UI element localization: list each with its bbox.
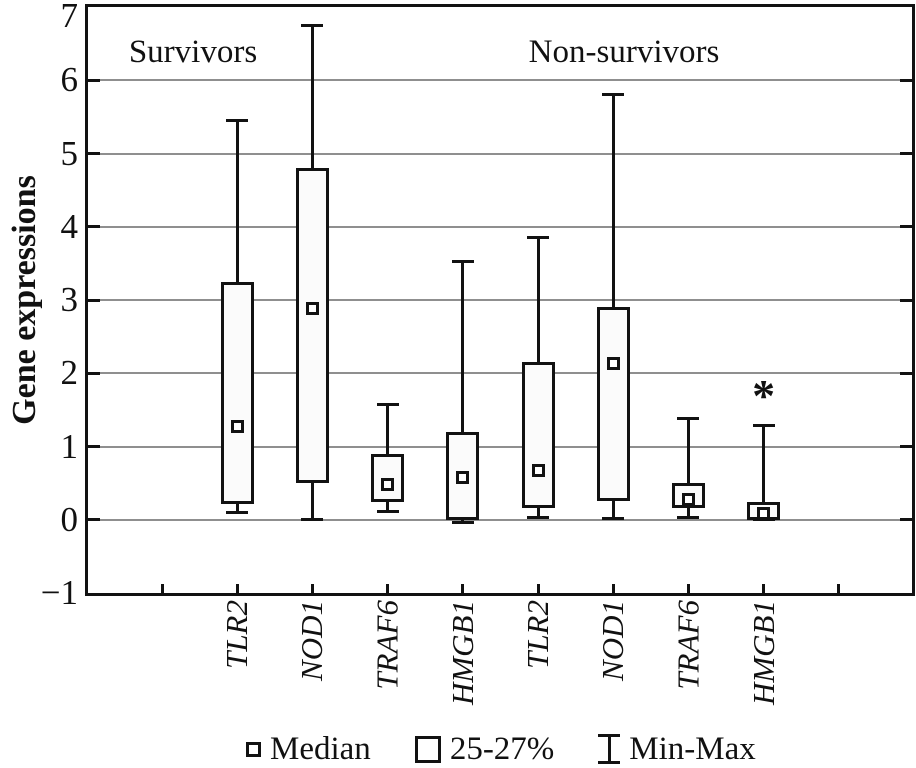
gridline (88, 518, 912, 521)
iqr-box-tlr2-non-survivors (521, 362, 555, 509)
legend-label-box: 25-27% (449, 731, 555, 767)
y-tick-label: 5 (60, 133, 79, 173)
median-marker-traf6-survivors (381, 478, 395, 492)
iqr-box-icon (414, 735, 441, 763)
whisker-cap-max-traf6-survivors (376, 402, 399, 406)
whisker-cap-min-traf6-non-survivors (677, 516, 700, 520)
whisker-cap-max-hmgb1-non-survivors (752, 423, 775, 427)
median-marker-hmgb1-survivors (456, 470, 470, 484)
gridline (88, 372, 912, 375)
y-tick-right (900, 518, 912, 522)
x-label-tlr2-non-survivors: TLR2 (520, 600, 555, 669)
x-label-nod1-non-survivors: NOD1 (595, 600, 631, 681)
legend-label-minmax: Min-Max (629, 731, 756, 767)
x-tick (461, 584, 465, 593)
y-tick-label: −1 (40, 573, 78, 612)
whisker-cap-max-traf6-non-survivors (677, 417, 700, 421)
legend-item-median: Median (246, 730, 371, 768)
whisker-cap-min-nod1-non-survivors (602, 516, 625, 520)
whisker-icon (598, 734, 621, 764)
whisker-cap-min-hmgb1-survivors (451, 521, 474, 525)
x-label-traf6-non-survivors: TRAF6 (670, 600, 706, 690)
x-label-hmgb1-survivors: HMGB1 (444, 600, 480, 706)
median-marker-nod1-non-survivors (606, 357, 620, 371)
y-tick-label: 0 (60, 499, 79, 539)
y-tick-left (88, 225, 100, 229)
whisker-line-hmgb1-survivors (461, 261, 465, 523)
median-marker-icon (246, 741, 261, 757)
y-tick-right (900, 225, 912, 229)
whisker-cap-min-tlr2-survivors (226, 510, 249, 514)
y-tick-left (88, 371, 100, 375)
x-tick (762, 584, 766, 593)
median-marker-tlr2-survivors (230, 420, 244, 434)
x-tick (611, 584, 615, 593)
x-tick (386, 584, 390, 593)
x-tick (235, 584, 239, 593)
whisker-cap-max-hmgb1-survivors (451, 260, 474, 264)
legend: Median 25-27% Min-Max (246, 730, 756, 768)
x-tick (160, 584, 164, 593)
median-marker-hmgb1-non-survivors (757, 506, 771, 520)
x-tick (536, 584, 540, 593)
whisker-cap-min-nod1-survivors (301, 518, 324, 522)
y-tick-right (900, 445, 912, 448)
y-tick-label: 4 (60, 206, 79, 246)
y-tick-right (900, 371, 912, 375)
whisker-line-traf6-non-survivors (686, 418, 690, 518)
y-tick-left (88, 78, 100, 82)
median-marker-traf6-non-survivors (681, 492, 695, 506)
x-label-nod1-survivors: NOD1 (294, 600, 330, 681)
whisker-cap-max-tlr2-survivors (226, 119, 249, 123)
x-tick (837, 584, 841, 593)
whisker-line-hmgb1-non-survivors (762, 425, 766, 520)
y-tick-left (88, 518, 100, 522)
x-label-traf6-survivors: TRAF6 (369, 600, 405, 690)
y-tick-label: 2 (60, 353, 79, 393)
legend-label-median: Median (270, 731, 371, 767)
iqr-box-nod1-survivors (295, 168, 329, 484)
gridline (88, 299, 912, 301)
significance-asterisk-hmgb1-non-survivors: * (752, 370, 776, 422)
gridline (88, 152, 912, 155)
iqr-box-traf6-survivors (371, 453, 405, 503)
y-tick-left (88, 445, 100, 448)
y-tick-label: 3 (60, 280, 79, 319)
whisker-cap-min-hmgb1-non-survivors (752, 518, 775, 522)
y-tick-left (88, 298, 100, 302)
y-tick-left (88, 152, 100, 155)
y-tick-right (900, 78, 912, 82)
median-marker-tlr2-non-survivors (531, 464, 545, 478)
group-label-non-survivors: Non-survivors (528, 34, 720, 70)
legend-item-minmax: Min-Max (598, 730, 756, 768)
plot-area: Survivors Non-survivors * (85, 4, 915, 596)
iqr-box-tlr2-survivors (220, 281, 254, 504)
median-marker-nod1-survivors (305, 302, 319, 316)
whisker-line-nod1-non-survivors (611, 94, 615, 519)
y-tick-right (900, 152, 912, 155)
x-tick (310, 584, 314, 593)
whisker-cap-min-traf6-survivors (376, 510, 399, 514)
y-tick-right (900, 298, 912, 302)
y-tick-label: 7 (60, 0, 79, 35)
whisker-cap-max-nod1-non-survivors (602, 93, 625, 97)
y-tick-label: 1 (60, 426, 79, 466)
x-tick (686, 584, 690, 593)
whisker-cap-max-nod1-survivors (301, 23, 324, 27)
gridline (88, 225, 912, 228)
x-label-tlr2-survivors: TLR2 (219, 600, 255, 669)
group-label-survivors: Survivors (128, 34, 258, 70)
whisker-cap-max-tlr2-non-survivors (527, 235, 549, 239)
iqr-box-nod1-non-survivors (596, 307, 630, 501)
legend-item-box: 25-27% (414, 730, 555, 768)
y-tick-label: 6 (60, 60, 79, 100)
whisker-cap-min-tlr2-non-survivors (527, 516, 549, 520)
x-label-hmgb1-non-survivors: HMGB1 (745, 600, 781, 706)
gridline (88, 445, 912, 448)
gridline (88, 79, 912, 82)
